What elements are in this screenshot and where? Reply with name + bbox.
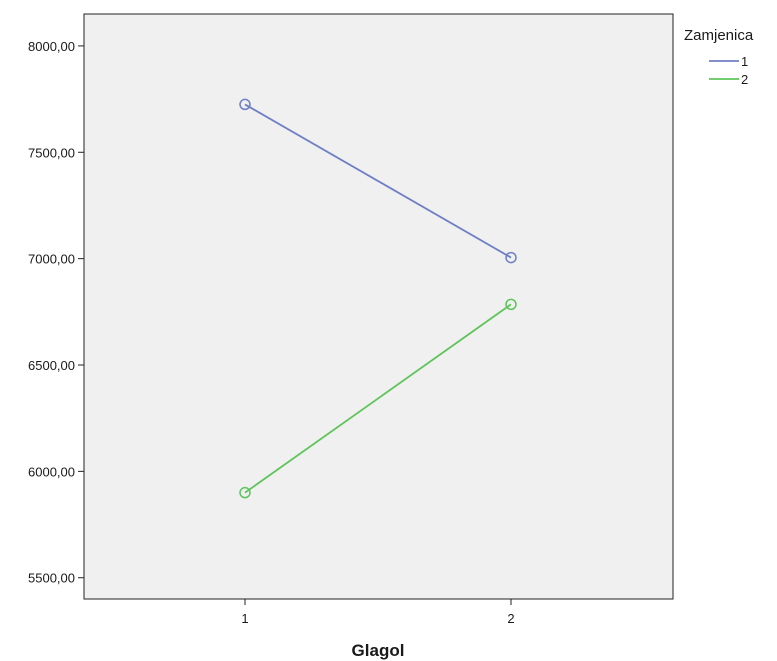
series-line-2 (244, 303, 512, 494)
data-point-series-2-1 (239, 486, 251, 499)
x-axis-title: Glagol (352, 641, 405, 660)
legend-label-2: 2 (741, 72, 748, 87)
y-tick-label: 6000,00 (28, 464, 75, 479)
data-point-series-1-2 (505, 251, 517, 264)
y-tick-label: 8000,00 (28, 39, 75, 54)
y-tick-label: 7500,00 (28, 145, 75, 160)
legend: Zamjenica 1 2 (684, 27, 754, 87)
y-tick-label: 7000,00 (28, 252, 75, 267)
legend-label-1: 1 (741, 54, 748, 69)
legend-title: Zamjenica (684, 27, 754, 44)
x-tick-label: 1 (241, 611, 248, 626)
plot-area (83, 13, 674, 600)
data-point-series-1-1 (239, 98, 251, 111)
data-point-series-2-2 (505, 298, 517, 311)
y-tick-label: 5500,00 (28, 571, 75, 586)
series-line-1 (244, 103, 512, 259)
y-tick-label: 6500,00 (28, 358, 75, 373)
x-tick-label: 2 (507, 611, 514, 626)
series-layer (239, 98, 517, 499)
y-axis: 5500,00 6000,00 6500,00 7000,00 7500,00 8000,… (28, 39, 84, 586)
